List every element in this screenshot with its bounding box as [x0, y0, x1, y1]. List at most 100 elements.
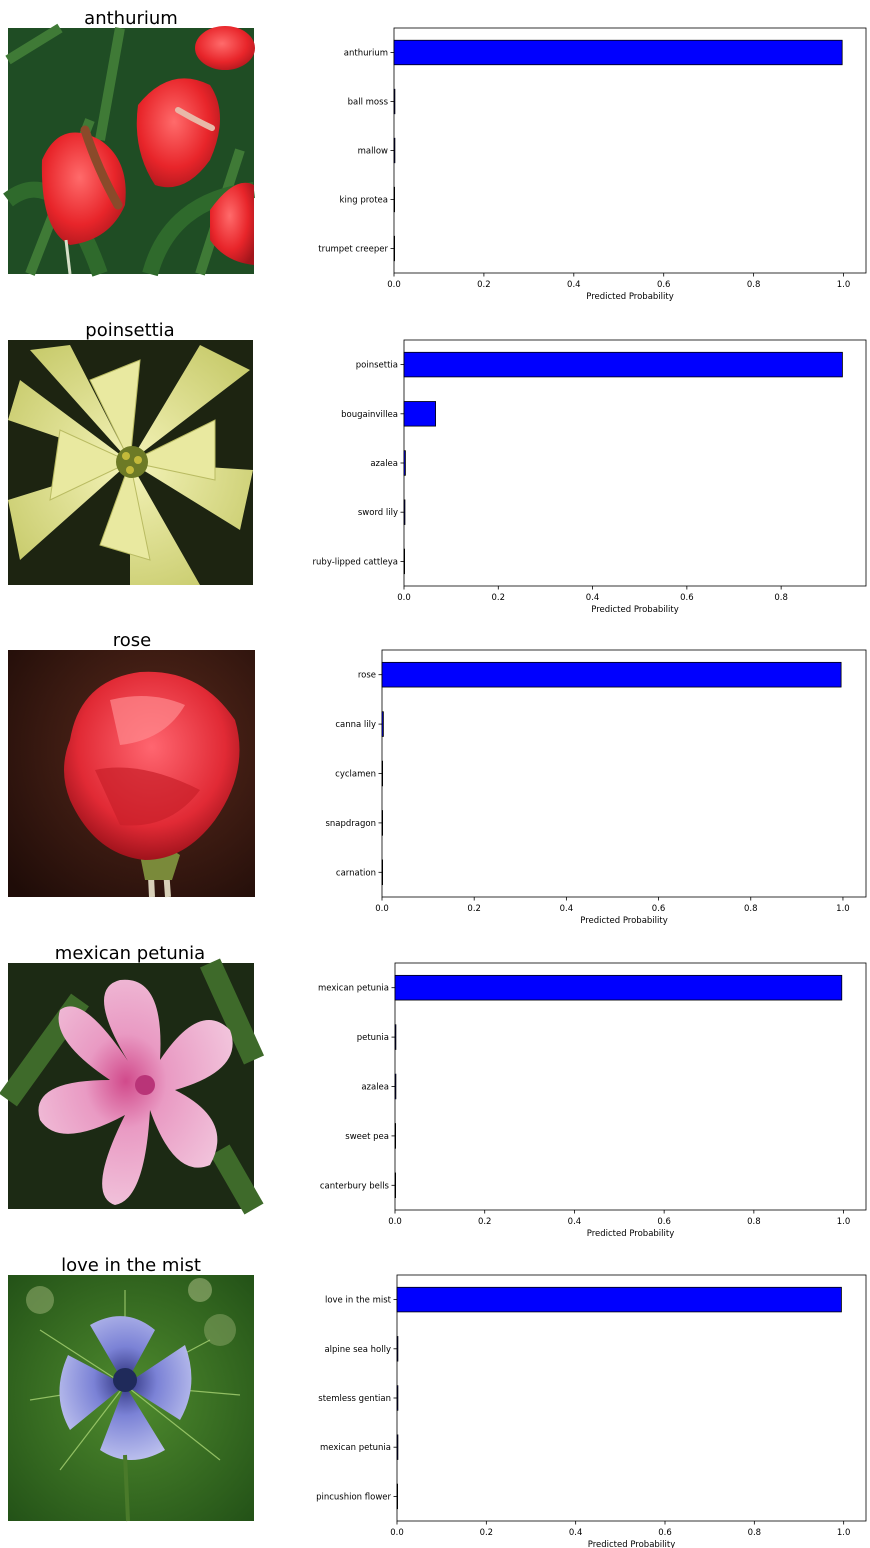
- category-label: bougainvillea: [341, 410, 398, 420]
- category-label: azalea: [361, 1083, 389, 1093]
- category-label: poinsettia: [356, 361, 398, 371]
- x-tick-label: 0.8: [747, 280, 761, 290]
- bar: [393, 186, 396, 213]
- category-label: trumpet creeper: [318, 245, 388, 255]
- category-label: sweet pea: [345, 1132, 389, 1142]
- bar: [403, 450, 406, 476]
- bar: [403, 548, 406, 575]
- x-tick-label: 0.8: [744, 904, 758, 914]
- chart-anthurium: anthurium ball moss mallow king protea trump…: [318, 27, 867, 302]
- x-axis-label: Predicted Probability: [588, 1540, 676, 1548]
- bar: [393, 235, 396, 262]
- x-tick-label: 0.0: [387, 280, 401, 290]
- category-label: mexican petunia: [318, 984, 389, 994]
- x-axis-label: Predicted Probability: [587, 1229, 675, 1239]
- x-tick-label: 1.0: [837, 1528, 851, 1538]
- x-axis-label: Predicted Probability: [591, 605, 679, 615]
- x-tick-label: 0.6: [657, 1217, 671, 1227]
- category-label: snapdragon: [325, 819, 376, 829]
- category-label: anthurium: [344, 49, 388, 59]
- x-tick-label: 0.6: [658, 1528, 672, 1538]
- bar: [396, 1286, 842, 1313]
- chart-rose: rose canna lily cyclamen snapdragon carnatio…: [325, 649, 867, 926]
- category-label: mexican petunia: [320, 1443, 391, 1453]
- x-tick-label: 0.8: [748, 1528, 762, 1538]
- x-tick-label: 1.0: [837, 280, 851, 290]
- category-label: canterbury bells: [320, 1181, 390, 1191]
- category-label: rose: [358, 671, 376, 681]
- flower-title: rose: [113, 630, 151, 651]
- category-label: king protea: [340, 196, 388, 206]
- chart-love-in-the-mist: love in the mist alpine sea holly stemless…: [316, 1274, 867, 1548]
- x-tick-label: 0.0: [375, 904, 389, 914]
- flower-title: mexican petunia: [55, 943, 205, 964]
- bar: [393, 88, 396, 115]
- category-label: petunia: [357, 1033, 389, 1043]
- bar: [396, 1385, 399, 1411]
- chart-poinsettia: poinsettia bougainvillea azalea sword lily r…: [313, 339, 867, 615]
- x-tick-label: 0.4: [560, 904, 574, 914]
- flower-title: anthurium: [84, 8, 178, 29]
- x-axis-label: Predicted Probability: [580, 916, 668, 926]
- bar: [394, 974, 843, 1001]
- x-tick-label: 0.2: [480, 1528, 494, 1538]
- bar: [403, 499, 406, 525]
- bar: [396, 1483, 399, 1510]
- x-tick-label: 0.0: [390, 1528, 404, 1538]
- x-tick-label: 0.2: [477, 280, 491, 290]
- flower-title: poinsettia: [85, 320, 174, 341]
- bar: [381, 760, 384, 787]
- x-tick-label: 0.4: [569, 1528, 583, 1538]
- x-tick-label: 0.2: [478, 1217, 492, 1227]
- rose-photo: [8, 650, 255, 898]
- bar: [403, 351, 843, 378]
- x-tick-label: 0.0: [388, 1217, 402, 1227]
- x-tick-label: 0.6: [657, 280, 671, 290]
- bar: [393, 39, 843, 66]
- anthurium-photo: [3, 23, 256, 277]
- bar: [394, 1172, 397, 1199]
- bar: [396, 1434, 399, 1460]
- category-label: sword lily: [358, 508, 398, 518]
- category-label: ruby-lipped cattleya: [313, 557, 398, 567]
- bar: [381, 661, 842, 688]
- x-tick-label: 1.0: [837, 1217, 851, 1227]
- chart-mexican-petunia: mexican petunia petunia azalea sweet pea can…: [318, 962, 867, 1239]
- bar: [394, 1024, 397, 1050]
- category-label: stemless gentian: [318, 1394, 391, 1404]
- mexican-petunia-photo: [0, 958, 265, 1215]
- bar: [381, 859, 384, 886]
- x-tick-label: 0.6: [652, 904, 666, 914]
- category-label: ball moss: [348, 98, 389, 108]
- category-label: cyclamen: [335, 770, 376, 780]
- x-tick-label: 0.4: [567, 280, 581, 290]
- bar: [393, 137, 396, 164]
- x-tick-label: 0.2: [492, 593, 506, 603]
- x-tick-label: 0.4: [586, 593, 600, 603]
- bar: [396, 1336, 399, 1362]
- category-label: canna lily: [335, 720, 376, 730]
- bar: [394, 1073, 397, 1100]
- bar: [403, 401, 436, 427]
- love-in-the-mist-photo: [8, 1275, 254, 1522]
- poinsettia-photo: [8, 340, 253, 585]
- x-tick-label: 0.0: [397, 593, 411, 603]
- category-label: azalea: [370, 459, 398, 469]
- category-label: love in the mist: [325, 1296, 392, 1306]
- x-tick-label: 1.0: [836, 904, 850, 914]
- x-tick-label: 0.8: [774, 593, 788, 603]
- bar: [381, 711, 384, 737]
- bar: [381, 810, 384, 836]
- category-label: mallow: [358, 147, 388, 157]
- x-tick-label: 0.4: [568, 1217, 582, 1227]
- x-axis-label: Predicted Probability: [586, 292, 674, 302]
- bar: [394, 1123, 397, 1149]
- flower-title: love in the mist: [61, 1255, 201, 1276]
- x-tick-label: 0.2: [467, 904, 481, 914]
- category-label: alpine sea holly: [324, 1345, 391, 1355]
- x-tick-label: 0.6: [680, 593, 694, 603]
- x-tick-label: 0.8: [747, 1217, 761, 1227]
- category-label: pincushion flower: [316, 1492, 391, 1502]
- category-label: carnation: [336, 868, 376, 878]
